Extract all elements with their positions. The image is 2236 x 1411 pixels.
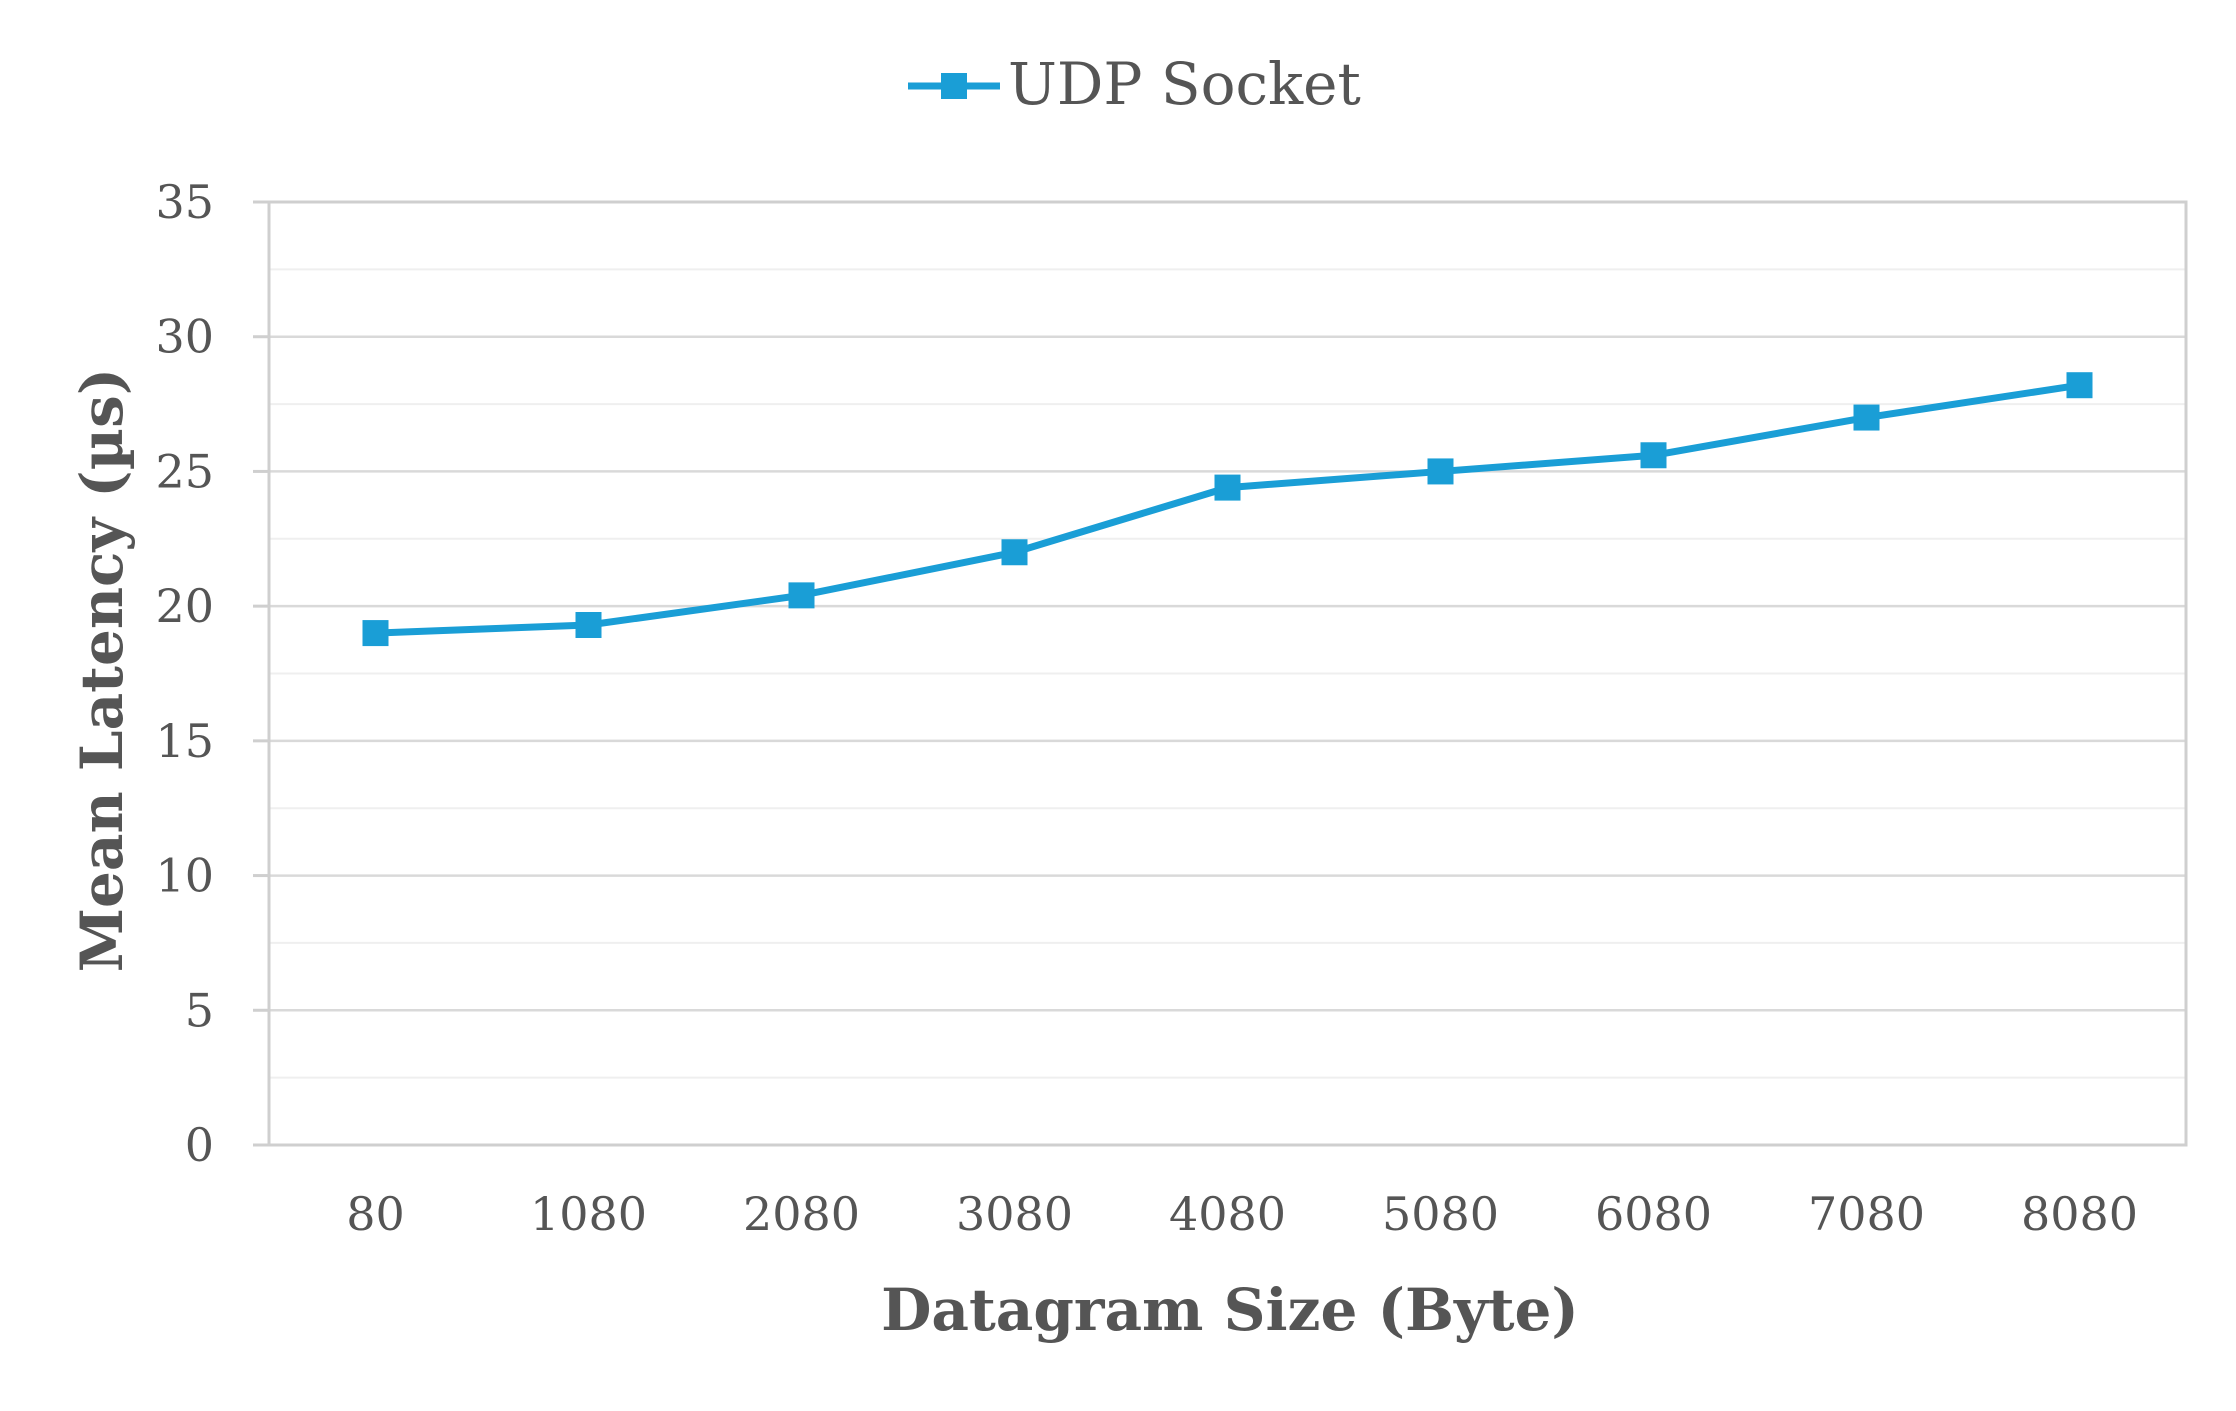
y-tick-label: 35 (155, 175, 214, 229)
y-tick-label: 25 (155, 444, 214, 498)
x-tick-label: 3080 (956, 1187, 1073, 1241)
legend-marker-icon (941, 73, 967, 99)
x-tick-label: 2080 (743, 1187, 860, 1241)
x-tick-label: 7080 (1808, 1187, 1925, 1241)
data-point-marker (575, 612, 602, 639)
x-tick-label: 80 (346, 1187, 405, 1241)
data-point-marker (1640, 442, 1667, 469)
data-point-marker (362, 620, 389, 647)
x-tick-label: 5080 (1382, 1187, 1499, 1241)
plot-area-frame (267, 200, 2188, 1147)
gridlines (269, 268, 2186, 1079)
x-tick-label: 8080 (2021, 1187, 2138, 1241)
y-tick-label: 5 (185, 983, 214, 1037)
y-axis-ticks: 0 5 10 15 20 25 30 35 (155, 175, 269, 1172)
data-point-marker (1214, 474, 1241, 501)
series-layer (362, 372, 2093, 647)
data-point-marker (788, 582, 815, 609)
legend-label: UDP Socket (1008, 50, 1361, 118)
data-point-marker (2066, 372, 2093, 399)
data-point-marker (1853, 404, 1880, 431)
data-point-marker (1427, 458, 1454, 485)
series-line (372, 381, 2083, 637)
x-tick-label: 4080 (1169, 1187, 1286, 1241)
y-tick-label: 10 (155, 849, 214, 903)
x-tick-label: 6080 (1595, 1187, 1712, 1241)
y-tick-label: 0 (185, 1118, 214, 1172)
x-tick-label: 1080 (530, 1187, 647, 1241)
y-tick-label: 30 (155, 310, 214, 364)
legend: UDP Socket (908, 50, 1361, 118)
x-axis-title: Datagram Size (Byte) (881, 1276, 1579, 1344)
y-tick-label: 15 (155, 714, 214, 768)
y-axis-title: Mean Latency (µs) (68, 368, 136, 972)
y-tick-label: 20 (155, 579, 214, 633)
x-axis-ticks: 80 1080 2080 3080 4080 5080 6080 7080 8080 (346, 1187, 2138, 1241)
data-point-marker (1001, 539, 1028, 566)
